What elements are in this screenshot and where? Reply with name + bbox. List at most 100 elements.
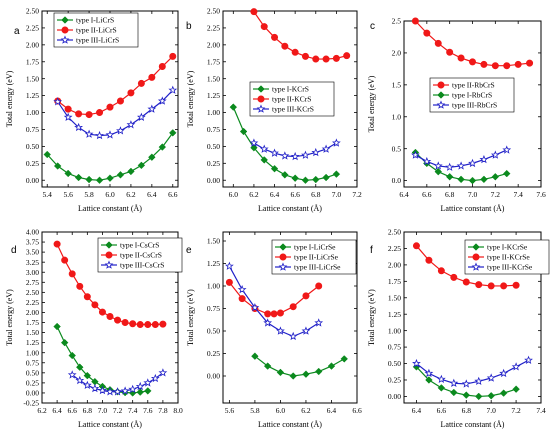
- y-tick-label: 2.0: [392, 49, 402, 58]
- data-point: [276, 368, 285, 377]
- x-tick-label: 7.0: [332, 190, 342, 199]
- data-point: [74, 173, 83, 182]
- data-point: [98, 308, 106, 316]
- data-point: [158, 143, 167, 151]
- data-point: [281, 171, 289, 179]
- data-point: [75, 375, 85, 385]
- x-axis-label: Lattice constant (Å): [78, 204, 142, 213]
- legend-item: type I-RbCrS: [433, 91, 492, 100]
- x-tick-label: 7.2: [352, 190, 362, 199]
- data-point: [116, 97, 124, 105]
- x-tick-label: 5.6: [225, 406, 235, 415]
- data-point: [490, 150, 500, 159]
- y-tick-label: 1.25: [207, 91, 220, 100]
- series-type-III-KCrS: [249, 138, 341, 161]
- y-tick-label: 1.50: [207, 237, 220, 246]
- data-point: [437, 384, 446, 392]
- data-point: [144, 321, 152, 329]
- data-point: [468, 158, 477, 168]
- data-point: [53, 97, 63, 106]
- legend-item: type I-CsCrS: [101, 241, 159, 250]
- x-tick-label: 7.6: [536, 190, 546, 199]
- data-point: [434, 167, 443, 176]
- y-tick-label: 3.25: [26, 258, 39, 267]
- x-tick-label: 6.8: [83, 406, 93, 415]
- series-type-II-LiCrS: [54, 52, 177, 119]
- x-tick-label: 7.4: [513, 190, 523, 199]
- y-tick-label: 2.00: [388, 260, 401, 269]
- legend-item: type III-LiCrS: [57, 35, 119, 45]
- x-tick-label: 7.0: [98, 406, 108, 415]
- y-tick-label: 1.75: [207, 57, 220, 66]
- legend-item: type III-CsCrS: [101, 260, 164, 270]
- x-tick-label: 7.0: [468, 190, 478, 199]
- data-point: [135, 381, 145, 391]
- plot-frame: [222, 10, 358, 188]
- y-tick-label: 2.50: [207, 7, 220, 16]
- y-tick-label: 0.25: [26, 159, 39, 168]
- x-tick-label: 5.8: [84, 190, 94, 199]
- data-point: [312, 55, 320, 63]
- panel-letter: b: [186, 21, 192, 32]
- data-point: [83, 293, 91, 301]
- legend-item: type III-KCrSe: [468, 262, 533, 272]
- data-point: [480, 175, 488, 184]
- legend-swatch-marker: [256, 104, 266, 113]
- data-point: [502, 169, 511, 178]
- data-point: [311, 147, 321, 157]
- legend-item: type I-LiCrS: [57, 16, 114, 25]
- legend-label: type III-KCrSe: [487, 263, 533, 272]
- data-point: [301, 150, 310, 159]
- data-point: [67, 370, 77, 379]
- data-point: [425, 376, 433, 384]
- x-tick-label: 6.8: [445, 190, 455, 199]
- y-tick-label: 0.50: [388, 359, 401, 368]
- data-point: [499, 389, 508, 397]
- panel-letter: c: [370, 21, 375, 32]
- data-point: [462, 278, 470, 286]
- x-tick-label: 6.2: [37, 406, 47, 415]
- data-point: [137, 112, 146, 122]
- x-tick-label: 6.4: [147, 190, 157, 199]
- data-point: [281, 42, 289, 50]
- data-point: [449, 378, 459, 388]
- data-point: [270, 310, 278, 318]
- data-point: [491, 62, 499, 70]
- y-tick-label: 2.00: [26, 308, 39, 317]
- data-point: [474, 392, 483, 401]
- data-point: [526, 59, 534, 67]
- y-axis-label: Total energy (eV): [186, 70, 195, 127]
- series-type-II-KCrS: [250, 8, 351, 63]
- chart-panel-b: b 6.0 6.2 6.4 6.6 6.8 7.0 7.2 0.00 0.25 0.50 0.75 1.…: [186, 7, 362, 213]
- series-line: [416, 359, 529, 385]
- data-point: [474, 376, 484, 386]
- data-point: [312, 175, 320, 184]
- legend-item: type I-KCrS: [253, 85, 309, 94]
- legend-label: type II-KCrS: [272, 95, 311, 104]
- data-point: [480, 60, 488, 68]
- data-point: [487, 392, 495, 400]
- x-tick-label: 6.0: [229, 190, 239, 199]
- legend-label: type III-LiCrSe: [294, 263, 341, 272]
- data-point: [96, 109, 104, 117]
- data-point: [468, 58, 476, 66]
- x-tick-label: 6.6: [290, 190, 300, 199]
- y-tick-label: 1.00: [26, 108, 39, 117]
- series-type-II-KCrSe: [412, 242, 520, 290]
- x-tick-label: 5.4: [43, 190, 53, 199]
- y-tick-label: 3.75: [26, 238, 39, 247]
- data-point: [250, 302, 260, 312]
- legend-label: type III-RbCrS: [452, 101, 497, 110]
- data-point: [332, 170, 341, 178]
- y-tick-label: 2.00: [26, 40, 39, 49]
- y-tick-label: 0.75: [207, 304, 220, 313]
- data-point: [512, 385, 520, 393]
- y-tick-label: 1.25: [26, 338, 39, 347]
- y-tick-label: 0.00: [388, 392, 401, 401]
- chart-panel-a: a 5.4 5.6 5.8 6.0 6.2 6.4 6.6 0.00 0.25 0.50 0.75 1.…: [5, 7, 179, 213]
- y-tick-label: 0.75: [207, 125, 220, 134]
- data-point: [105, 130, 115, 139]
- data-point: [322, 55, 330, 63]
- legend-item: type II-RbCrS: [433, 81, 495, 90]
